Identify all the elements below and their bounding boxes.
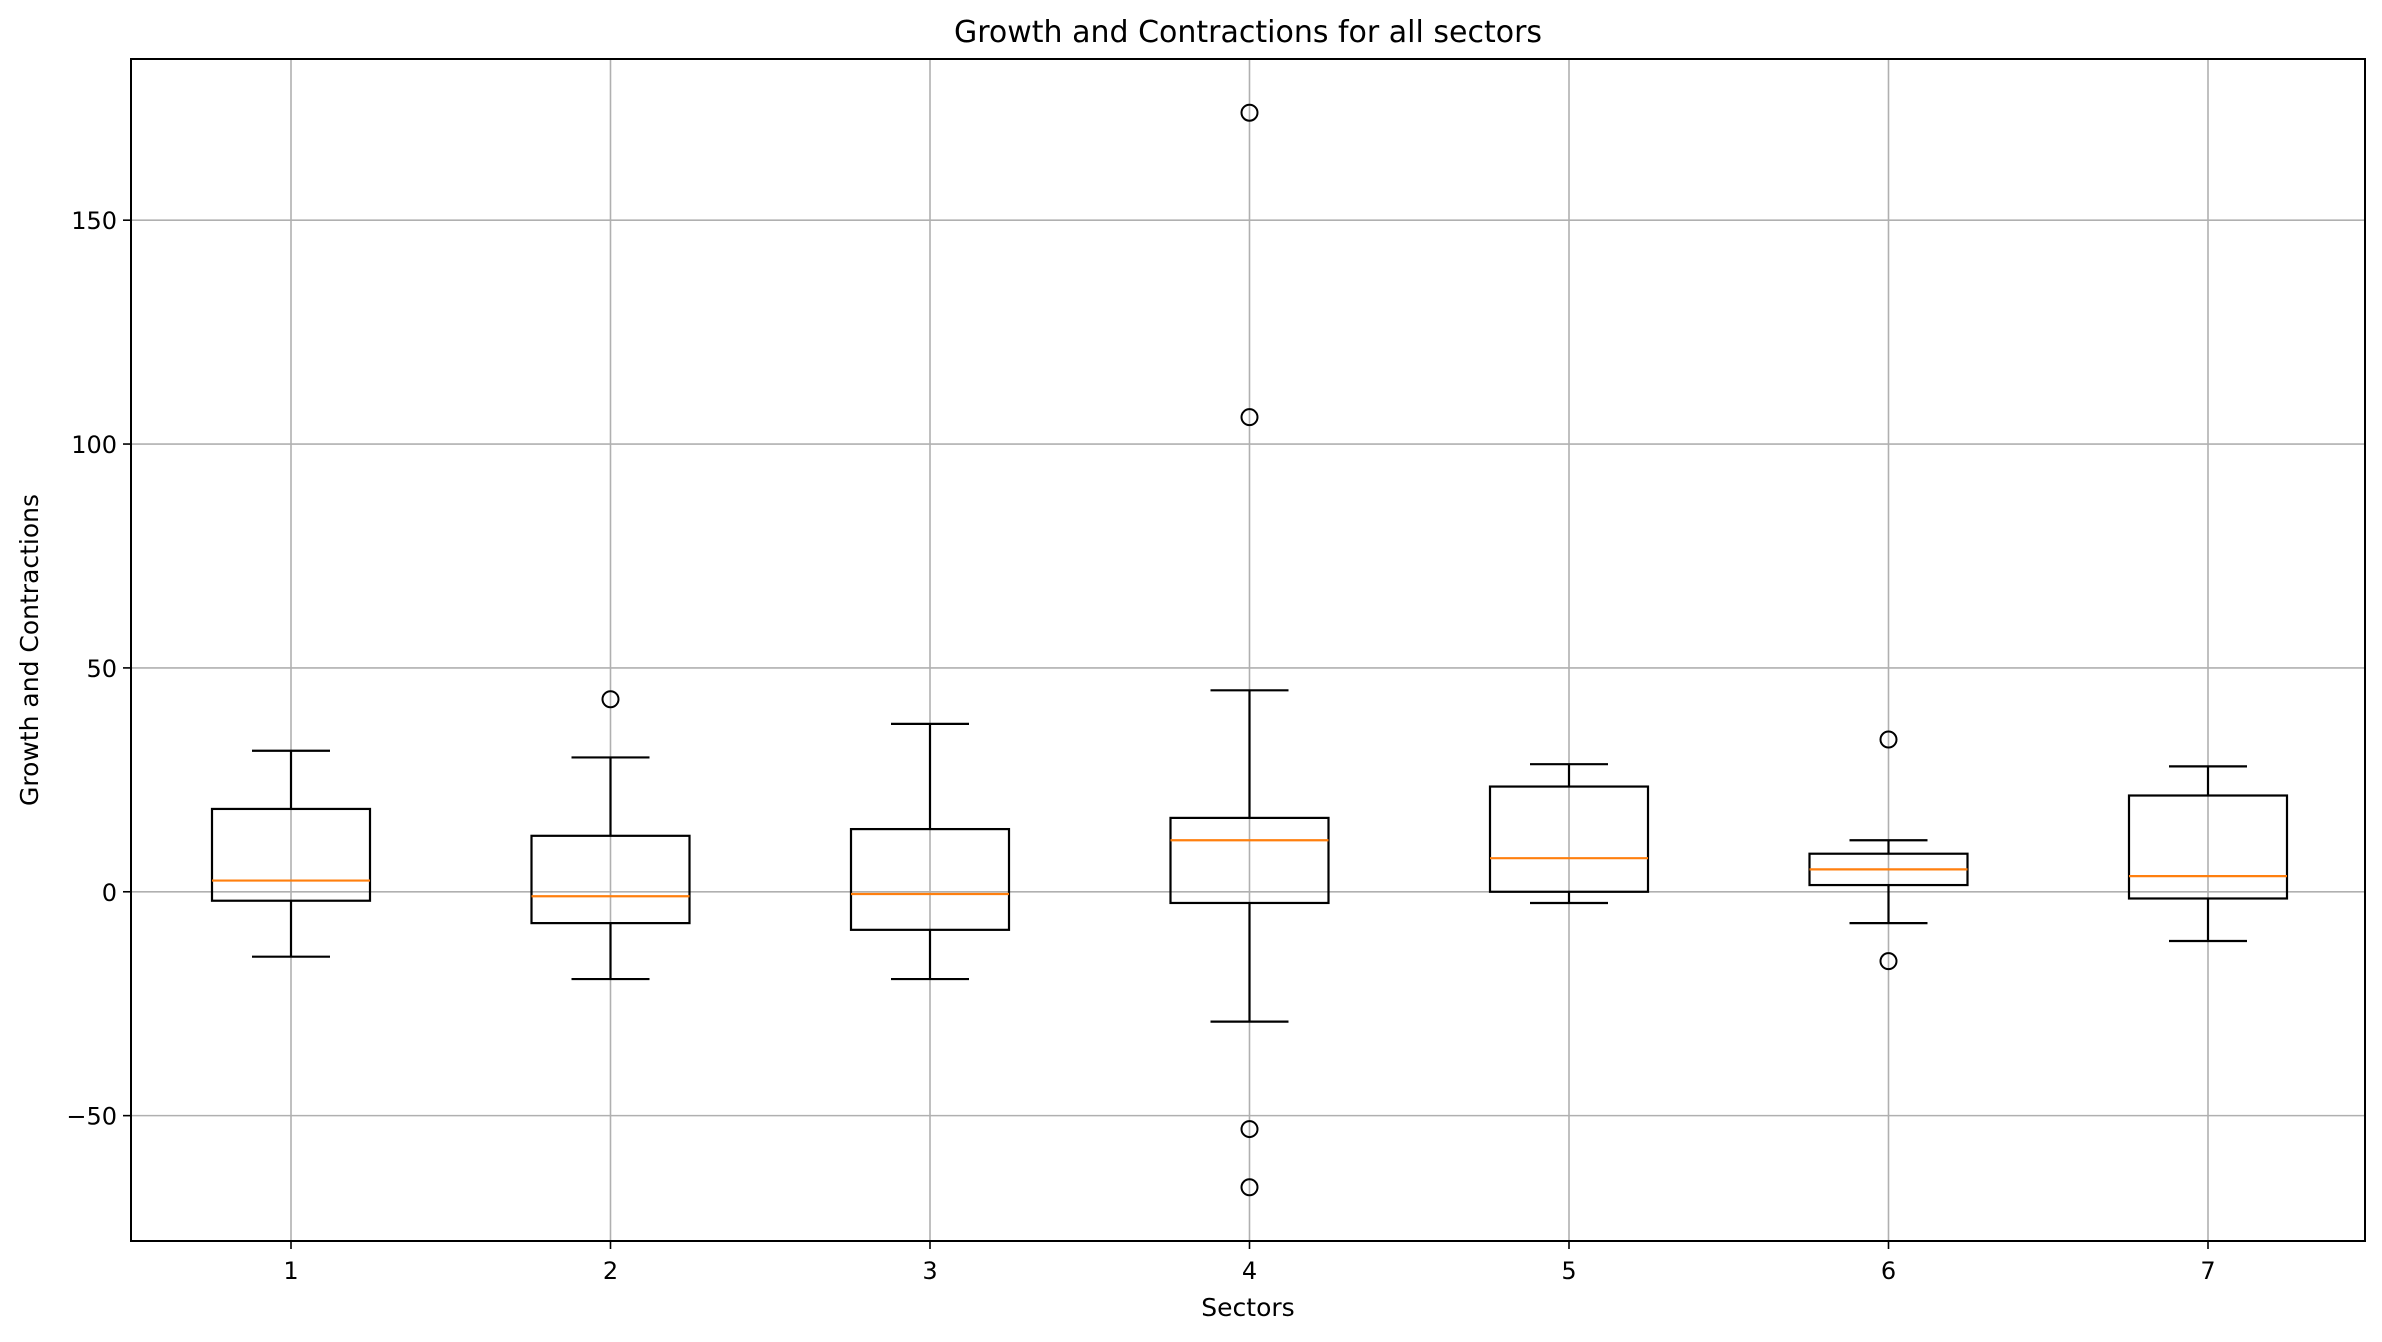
y-axis-label: Growth and Contractions (15, 494, 44, 806)
box-sector-6 (1808, 730, 1969, 971)
iqr-box (210, 807, 372, 902)
x-tick-label: 1 (283, 1257, 298, 1285)
plot-area-frame (130, 58, 2366, 1242)
chart-title: Growth and Contractions for all sectors (954, 15, 1542, 50)
box-series (210, 103, 2289, 1197)
outlier-point (1879, 730, 1898, 749)
grid-lines (131, 59, 2365, 1241)
y-tick-label: 50 (86, 655, 117, 683)
outlier-point (1240, 103, 1259, 122)
outlier-point (1240, 1178, 1259, 1197)
box-sector-7 (2127, 765, 2289, 943)
x-tick-label: 7 (2200, 1257, 2215, 1285)
iqr-box (2127, 794, 2289, 900)
y-axis-ticks: −50 0 50 100 150 (66, 207, 131, 1131)
iqr-box (530, 834, 691, 925)
x-tick-label: 4 (1242, 1257, 1257, 1285)
x-axis-label: Sectors (1201, 1293, 1294, 1322)
y-tick-label: 100 (71, 431, 117, 459)
box-sector-2 (530, 690, 691, 981)
outlier-point (1240, 1120, 1259, 1139)
x-tick-label: 3 (922, 1257, 937, 1285)
box-sector-3 (849, 722, 1011, 981)
outlier-point (1240, 408, 1259, 427)
box-sector-4 (1169, 103, 1330, 1197)
x-tick-label: 6 (1881, 1257, 1896, 1285)
outlier-point (601, 690, 620, 709)
outlier-point (1879, 952, 1898, 971)
x-tick-label: 2 (603, 1257, 618, 1285)
y-tick-label: 150 (71, 207, 117, 235)
iqr-box (1488, 785, 1650, 893)
y-tick-label: −50 (66, 1103, 117, 1131)
x-axis-ticks: 1 2 3 4 5 6 7 (283, 1241, 2216, 1285)
y-tick-label: 0 (102, 879, 117, 907)
iqr-box (1169, 816, 1330, 905)
x-tick-label: 5 (1561, 1257, 1576, 1285)
box-sector-1 (210, 749, 372, 958)
box-sector-5 (1488, 763, 1650, 905)
iqr-box (849, 827, 1011, 931)
